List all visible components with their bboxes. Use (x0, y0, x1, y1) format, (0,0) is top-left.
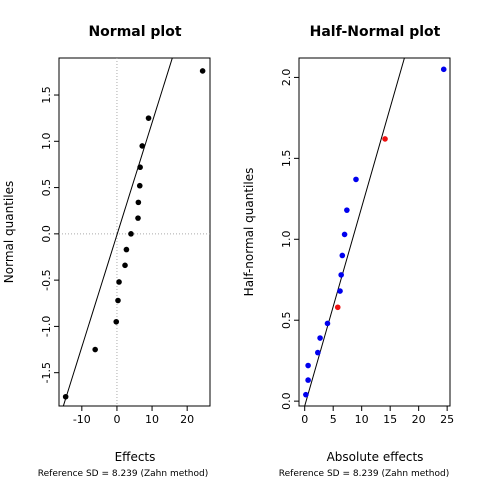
normal-x-tick-label: 0 (113, 413, 120, 426)
normal-point (62, 393, 69, 400)
normal-point (135, 215, 141, 221)
half-normal-x-tick-label: 15 (383, 413, 397, 426)
half-normal-point (305, 377, 311, 383)
normal-point (122, 262, 128, 269)
normal-point (136, 182, 143, 189)
half-normal-point (440, 66, 447, 73)
normal-point (199, 68, 206, 74)
normal-point (92, 346, 98, 353)
normal-plot-xlabel: Effects (115, 450, 156, 464)
normal-x-tick-label: 20 (180, 413, 194, 426)
half-normal-point (341, 231, 348, 238)
normal-point (123, 246, 130, 253)
half-normal-x-tick-label: 20 (412, 413, 426, 426)
normal-x-tick-label: 10 (145, 413, 159, 426)
half-normal-x-tick-label: 10 (355, 413, 369, 426)
half-normal-point (317, 335, 323, 341)
normal-point (137, 164, 143, 171)
half-normal-reference-line (304, 58, 405, 406)
half-normal-y-tick-label: 0.5 (280, 311, 293, 329)
half-normal-y-tick-label: 0.0 (280, 392, 293, 410)
half-normal-x-tick-label: 5 (330, 413, 337, 426)
normal-point (115, 297, 121, 304)
normal-point (139, 143, 146, 149)
normal-y-tick-label: -0.5 (40, 269, 53, 290)
normal-plot-footnote: Reference SD = 8.239 (Zahn method) (38, 469, 208, 479)
half-normal-plot-xlabel: Absolute effects (327, 450, 424, 464)
normal-point (145, 115, 152, 121)
half-normal-x-tick-label: 25 (440, 413, 454, 426)
half-normal-plot-panel: 0 5 10 15 20 25 0.0 0.5 1.0 1.5 2.0 (280, 57, 454, 426)
normal-point (128, 231, 134, 237)
half-normal-highlight-point (334, 304, 341, 311)
normal-point (135, 199, 142, 206)
half-normal-point (338, 272, 344, 278)
normal-plot-frame (58, 57, 211, 407)
half-normal-x-tick-label: 0 (301, 413, 308, 426)
half-normal-y-tick-label: 1.0 (280, 231, 293, 249)
half-normal-y-tick-label: 1.5 (280, 150, 293, 168)
normal-plot-panel: -10 0 10 20 -1.5 -1.0 -0.5 0.0 0.5 1.0 1.5 (40, 57, 211, 426)
half-normal-point (315, 349, 321, 356)
normal-y-tick-label: 0.0 (40, 225, 53, 243)
normal-reference-line (62, 58, 173, 406)
normal-x-tick-label: -10 (73, 413, 91, 426)
normal-y-tick-label: 1.0 (40, 133, 53, 151)
half-normal-highlight-point (382, 136, 388, 142)
half-normal-point (324, 320, 331, 327)
normal-point (116, 279, 122, 285)
normal-y-tick-label: -1.5 (40, 362, 53, 383)
half-normal-plot-ylabel: Half-normal quantiles (242, 168, 256, 297)
normal-y-tick-label: -1.0 (40, 316, 53, 337)
half-normal-plot-frame (298, 57, 451, 407)
normal-point (113, 318, 120, 325)
half-normal-point (344, 207, 350, 213)
normal-plot-title: Normal plot (88, 24, 181, 40)
half-normal-point (305, 362, 311, 369)
half-normal-point (339, 252, 346, 259)
normal-plot-ylabel: Normal quantiles (2, 181, 16, 283)
half-normal-point (337, 288, 343, 294)
normal-y-tick-label: 0.5 (40, 179, 53, 197)
half-normal-plot-footnote: Reference SD = 8.239 (Zahn method) (279, 469, 449, 479)
half-normal-point (303, 391, 309, 398)
half-normal-plot-title: Half-Normal plot (310, 24, 441, 40)
half-normal-point (353, 176, 359, 183)
half-normal-y-tick-label: 2.0 (280, 69, 293, 87)
normal-y-tick-label: 1.5 (40, 86, 53, 104)
